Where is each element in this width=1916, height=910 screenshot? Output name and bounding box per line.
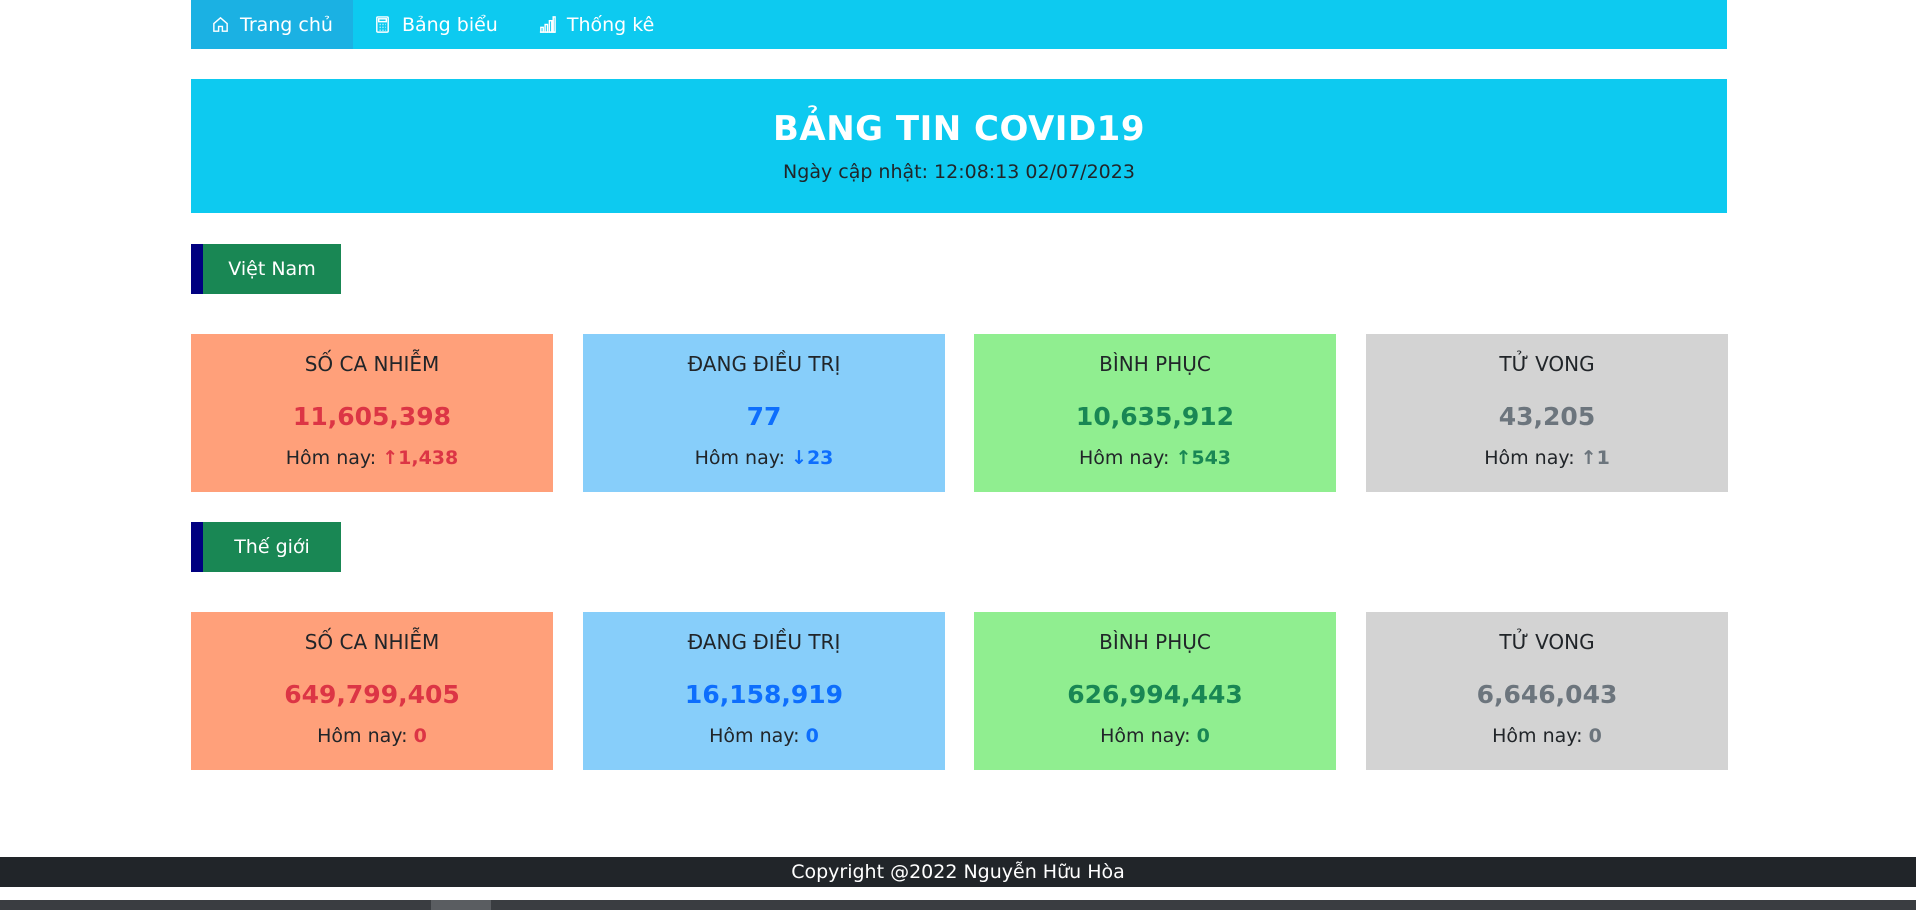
card-today: Hôm nay: 0 bbox=[1100, 725, 1210, 747]
card-value: 649,799,405 bbox=[284, 680, 460, 709]
card-value: 6,646,043 bbox=[1476, 680, 1618, 709]
card-today: Hôm nay: 0 bbox=[709, 725, 819, 747]
card-today: Hôm nay: 0 bbox=[317, 725, 427, 747]
card-value: 16,158,919 bbox=[684, 680, 844, 709]
nav-item-label: Bảng biểu bbox=[401, 13, 498, 36]
card-value: 11,605,398 bbox=[292, 402, 452, 431]
nav-item-statistics[interactable]: Thống kê bbox=[518, 0, 674, 49]
page-title: BẢNG TIN COVID19 bbox=[772, 109, 1145, 149]
stat-card-infected: SỐ CA NHIỄM 11,605,398 Hôm nay: ↑1,438 bbox=[191, 334, 553, 492]
header-banner: BẢNG TIN COVID19 Ngày cập nhật: 12:08:13… bbox=[191, 79, 1727, 213]
card-today: Hôm nay: 0 bbox=[1492, 725, 1602, 747]
taskbar-active-app[interactable] bbox=[431, 900, 491, 910]
stat-card-deaths: TỬ VONG 6,646,043 Hôm nay: 0 bbox=[1366, 612, 1728, 770]
today-change: 0 bbox=[413, 725, 427, 747]
card-today: Hôm nay: ↑1,438 bbox=[285, 447, 459, 469]
section-label-vietnam: Việt Nam bbox=[191, 244, 341, 294]
card-title: ĐANG ĐIỀU TRỊ bbox=[687, 352, 841, 376]
today-change: 0 bbox=[1196, 725, 1210, 747]
today-change: 0 bbox=[1588, 725, 1602, 747]
stat-card-infected: SỐ CA NHIỄM 649,799,405 Hôm nay: 0 bbox=[191, 612, 553, 770]
card-value: 43,205 bbox=[1498, 402, 1596, 431]
nav-item-label: Trang chủ bbox=[240, 13, 333, 36]
card-today: Hôm nay: ↓23 bbox=[694, 447, 834, 469]
nav-item-home[interactable]: Trang chủ bbox=[191, 0, 353, 49]
vietnam-stats: SỐ CA NHIỄM 11,605,398 Hôm nay: ↑1,438 Đ… bbox=[191, 334, 1728, 492]
today-change: ↑1,438 bbox=[382, 447, 459, 469]
card-value: 626,994,443 bbox=[1067, 680, 1243, 709]
card-title: BÌNH PHỤC bbox=[1099, 352, 1211, 376]
stat-card-treating: ĐANG ĐIỀU TRỊ 77 Hôm nay: ↓23 bbox=[583, 334, 945, 492]
nav-item-label: Thống kê bbox=[566, 13, 655, 36]
updated-timestamp: Ngày cập nhật: 12:08:13 02/07/2023 bbox=[783, 161, 1135, 183]
stat-card-deaths: TỬ VONG 43,205 Hôm nay: ↑1 bbox=[1366, 334, 1728, 492]
stat-card-treating: ĐANG ĐIỀU TRỊ 16,158,919 Hôm nay: 0 bbox=[583, 612, 945, 770]
card-value: 10,635,912 bbox=[1075, 402, 1235, 431]
today-change: ↓23 bbox=[791, 447, 834, 469]
footer: Copyright @2022 Nguyễn Hữu Hòa bbox=[0, 857, 1916, 887]
copyright-text: Copyright @2022 Nguyễn Hữu Hòa bbox=[791, 861, 1125, 883]
bar-chart-icon bbox=[539, 16, 556, 33]
nav-item-tables[interactable]: Bảng biểu bbox=[353, 0, 518, 49]
card-value: 77 bbox=[746, 402, 782, 431]
home-icon bbox=[213, 16, 228, 32]
card-today: Hôm nay: ↑543 bbox=[1078, 447, 1232, 469]
card-title: TỬ VONG bbox=[1499, 630, 1595, 654]
today-change: ↑1 bbox=[1580, 447, 1610, 469]
card-today: Hôm nay: ↑1 bbox=[1484, 447, 1610, 469]
world-stats: SỐ CA NHIỄM 649,799,405 Hôm nay: 0 ĐANG … bbox=[191, 612, 1728, 770]
os-taskbar bbox=[0, 900, 1916, 910]
card-title: BÌNH PHỤC bbox=[1099, 630, 1211, 654]
stat-card-recovered: BÌNH PHỤC 10,635,912 Hôm nay: ↑543 bbox=[974, 334, 1336, 492]
today-change: 0 bbox=[805, 725, 819, 747]
section-label-world: Thế giới bbox=[191, 522, 341, 572]
card-title: ĐANG ĐIỀU TRỊ bbox=[687, 630, 841, 654]
card-title: TỬ VONG bbox=[1499, 352, 1595, 376]
stat-card-recovered: BÌNH PHỤC 626,994,443 Hôm nay: 0 bbox=[974, 612, 1336, 770]
top-navbar: Trang chủ Bảng biểu Thống kê bbox=[191, 0, 1727, 49]
card-title: SỐ CA NHIỄM bbox=[304, 352, 440, 376]
card-title: SỐ CA NHIỄM bbox=[304, 630, 440, 654]
calculator-icon bbox=[376, 16, 389, 33]
today-change: ↑543 bbox=[1175, 447, 1232, 469]
